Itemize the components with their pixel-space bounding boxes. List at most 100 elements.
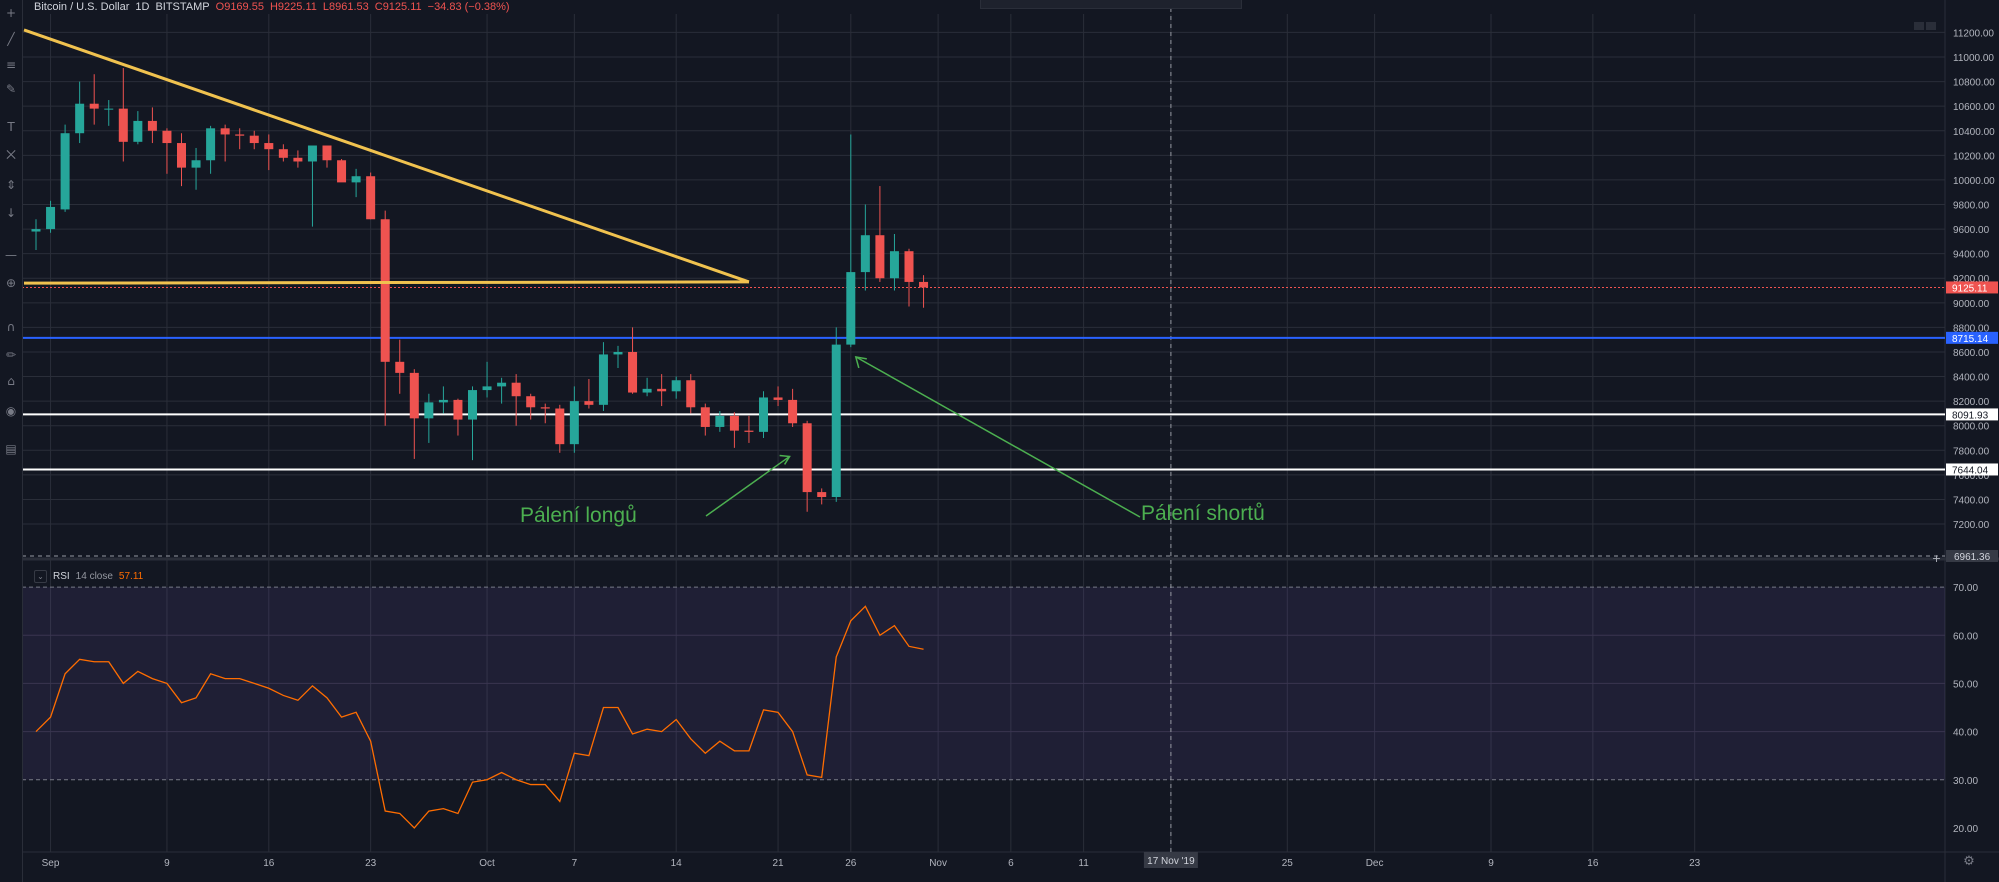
measure-icon[interactable]: ⇕ — [5, 178, 17, 192]
candle-body — [584, 401, 594, 405]
symbol-legend: Bitcoin / U.S. Dollar 1D BITSTAMP O9169.… — [34, 0, 510, 13]
candle-body — [904, 251, 914, 282]
time-tick-label: 7 — [572, 858, 578, 869]
lock-draw-icon[interactable]: ✏ — [5, 348, 17, 362]
candle-body — [438, 399, 448, 403]
candle-body — [322, 145, 332, 161]
pane-maximize-icon[interactable] — [1926, 22, 1936, 30]
candle-body — [89, 103, 99, 109]
pane-controls — [1914, 22, 1936, 30]
candle-body — [278, 149, 288, 158]
trash-icon[interactable]: ▤ — [5, 442, 17, 456]
price-tick-label: 11000.00 — [1953, 53, 1994, 64]
zoom-icon[interactable]: ⊕ — [5, 276, 17, 290]
price-tick-label: 8800.00 — [1953, 323, 1990, 334]
price-tag-label: 7644.04 — [1952, 465, 1989, 476]
candle-body — [468, 390, 477, 420]
candle-body — [759, 397, 768, 432]
pattern-icon[interactable]: ⨉ — [6, 148, 16, 162]
cursor-icon[interactable]: + — [5, 6, 17, 20]
candle-body — [133, 120, 143, 142]
candle-body — [337, 160, 347, 183]
candle-body — [860, 235, 870, 273]
candle-body — [657, 388, 667, 392]
time-tick-label: 14 — [671, 858, 683, 869]
time-tick-label: 11 — [1078, 858, 1089, 869]
plus-icon[interactable]: + — [1931, 552, 1942, 565]
candle-body — [628, 351, 638, 393]
candle-body — [846, 272, 856, 345]
price-tick-label: 11200.00 — [1953, 28, 1994, 39]
annotation-shorts[interactable]: Pálení shortů — [1141, 502, 1265, 525]
rsi-legend: ⌄ RSI 14 close 57.11 — [34, 570, 143, 583]
candle-body — [598, 354, 608, 405]
candle-body — [177, 143, 186, 168]
candle-body — [802, 423, 812, 493]
candle-body — [75, 103, 85, 134]
arrow-head-longs — [779, 454, 791, 465]
candle-body — [555, 408, 565, 445]
candle-body — [395, 361, 405, 373]
price-tick-label: 7800.00 — [1953, 446, 1990, 457]
annotation-longs[interactable]: Pálení longů — [520, 504, 637, 527]
candle-body — [729, 415, 739, 431]
high-value: H9225.11 — [269, 0, 317, 13]
price-tag — [1946, 408, 1998, 421]
candle-body — [700, 407, 710, 427]
price-tag — [1946, 463, 1998, 476]
price-tag — [1946, 281, 1998, 294]
candle-body — [482, 386, 492, 391]
candle-body — [686, 380, 696, 408]
candle-body — [46, 206, 56, 230]
candle-body — [118, 108, 128, 142]
candle-body — [424, 402, 434, 419]
pane-collapse-icon[interactable] — [1914, 22, 1924, 30]
top-widget[interactable] — [980, 0, 1242, 9]
chevron-down-icon[interactable]: ⌄ — [34, 570, 47, 583]
candle-body — [919, 281, 929, 288]
trend-line-icon[interactable]: ╱ — [7, 32, 15, 46]
candle-body — [744, 430, 754, 432]
candle-body — [540, 407, 550, 409]
candle-body — [60, 133, 70, 210]
ruler-icon[interactable]: — — [5, 248, 17, 262]
time-tick-label: Nov — [929, 858, 947, 869]
candle-body — [191, 160, 201, 168]
price-tick-label: 7400.00 — [1953, 495, 1990, 506]
symbol-name[interactable]: Bitcoin / U.S. Dollar — [34, 0, 130, 13]
text-icon[interactable]: T — [7, 120, 15, 134]
price-tick-label: 7200.00 — [1953, 520, 1990, 531]
brush-icon[interactable]: ✎ — [5, 82, 17, 96]
price-tick-label: 7600.00 — [1953, 471, 1990, 482]
candle-body — [235, 134, 245, 136]
time-tick-label: 25 — [1282, 858, 1294, 869]
time-tick-label: 21 — [772, 858, 784, 869]
time-tick-label: 16 — [263, 858, 275, 869]
eye-icon[interactable]: ◉ — [5, 404, 17, 418]
magnet-icon[interactable]: ∩ — [6, 320, 16, 334]
candle-body — [569, 401, 579, 445]
price-tag — [1946, 331, 1998, 344]
time-tick-label: 9 — [1488, 858, 1494, 869]
time-tick-label: Oct — [479, 858, 495, 869]
crosshair-price-tag — [1946, 550, 1998, 562]
candle-body — [104, 108, 114, 110]
lock-icon[interactable]: ⌂ — [7, 374, 15, 388]
gear-icon[interactable]: ⚙ — [1963, 854, 1975, 869]
time-tick-label: 6 — [1008, 858, 1014, 869]
arrow-down-icon[interactable]: ↓ — [5, 206, 17, 220]
symbol-interval[interactable]: 1D — [135, 0, 150, 13]
price-tick-label: 10200.00 — [1953, 151, 1995, 162]
time-tick-label: 16 — [1587, 858, 1599, 869]
fib-icon[interactable]: ≡ — [5, 58, 17, 72]
trend-line — [23, 280, 749, 285]
price-tick-label: 9600.00 — [1953, 225, 1990, 236]
candle-body — [773, 397, 783, 400]
candle-body — [453, 399, 463, 420]
price-tick-label: 8400.00 — [1953, 373, 1990, 384]
rsi-name[interactable]: RSI — [53, 571, 70, 582]
arrow-head-shorts — [854, 355, 867, 369]
time-tick-label: 23 — [1689, 858, 1701, 869]
